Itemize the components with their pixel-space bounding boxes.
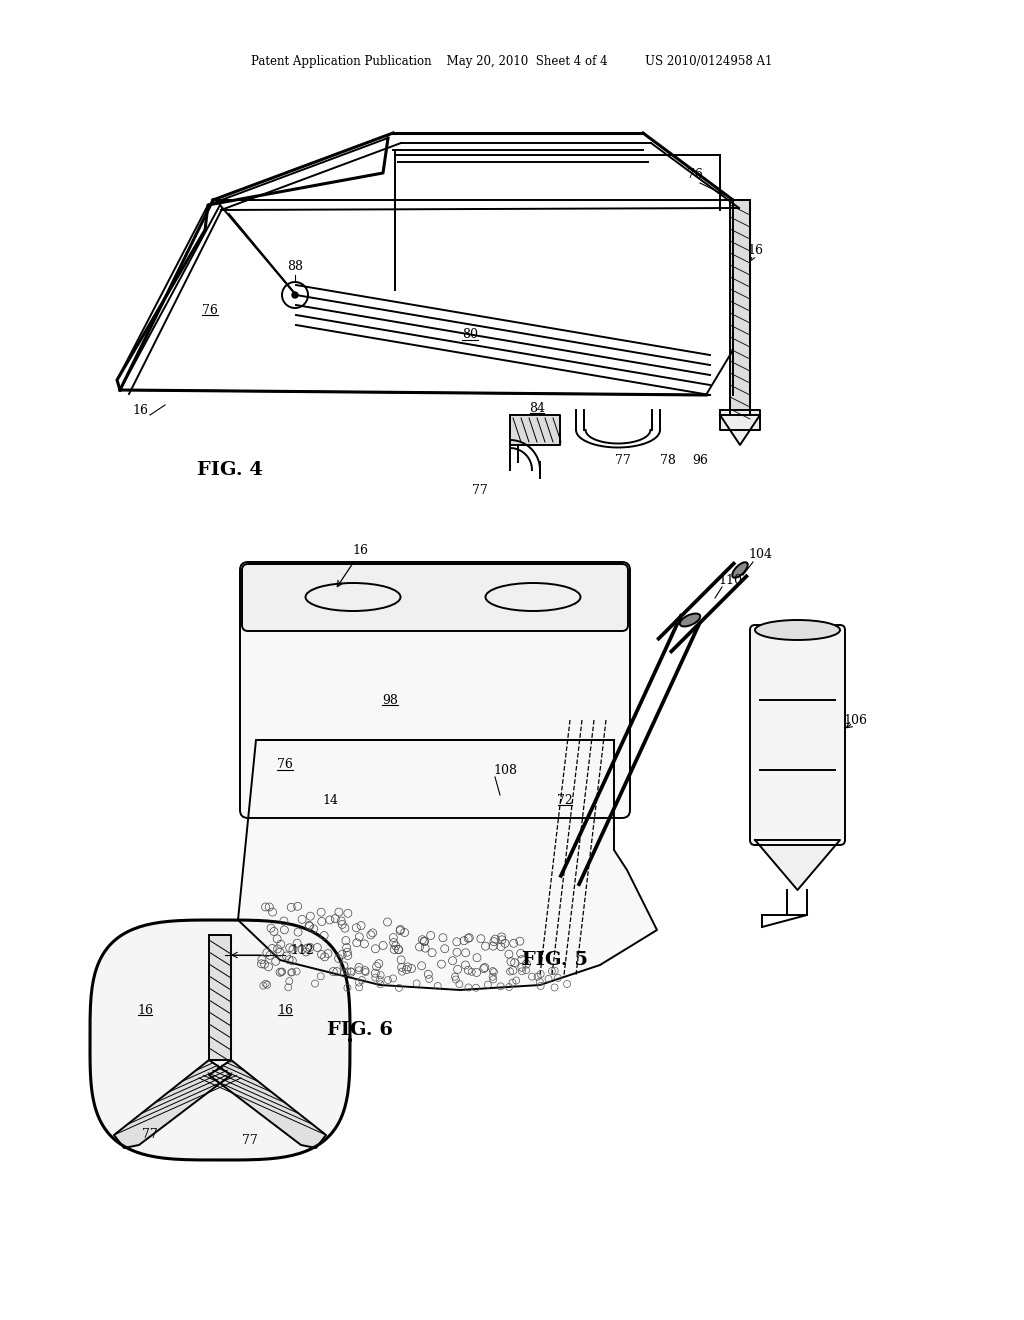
Text: 76: 76: [687, 169, 702, 181]
Text: 76: 76: [202, 304, 218, 317]
Polygon shape: [114, 1060, 231, 1148]
Text: 80: 80: [462, 329, 478, 342]
Text: 77: 77: [472, 483, 487, 496]
Polygon shape: [238, 741, 657, 990]
Circle shape: [292, 292, 298, 298]
Text: 16: 16: [746, 243, 763, 256]
Ellipse shape: [732, 562, 748, 578]
Text: FIG. 4: FIG. 4: [197, 461, 263, 479]
Polygon shape: [755, 840, 840, 890]
Ellipse shape: [680, 614, 700, 627]
Text: 76: 76: [278, 759, 293, 771]
Text: FIG. 6: FIG. 6: [327, 1020, 393, 1039]
Text: 77: 77: [615, 454, 631, 466]
Polygon shape: [209, 1060, 326, 1148]
FancyBboxPatch shape: [240, 562, 630, 818]
Text: 96: 96: [692, 454, 708, 466]
Text: 98: 98: [382, 693, 398, 706]
Text: 108: 108: [493, 763, 517, 776]
Text: 14: 14: [322, 793, 338, 807]
Polygon shape: [510, 414, 560, 445]
Text: 78: 78: [660, 454, 676, 466]
Text: 104: 104: [748, 549, 772, 561]
Polygon shape: [730, 201, 750, 414]
FancyBboxPatch shape: [750, 624, 845, 845]
Ellipse shape: [755, 620, 840, 640]
Text: 16: 16: [352, 544, 368, 557]
Text: 16: 16: [132, 404, 148, 417]
Text: 84: 84: [529, 401, 545, 414]
Polygon shape: [90, 920, 350, 1160]
Text: 106: 106: [843, 714, 867, 726]
Text: 72: 72: [557, 793, 572, 807]
Text: 77: 77: [142, 1129, 158, 1142]
Text: 110: 110: [718, 573, 742, 586]
Text: 77: 77: [242, 1134, 258, 1147]
Text: 88: 88: [287, 260, 303, 273]
Text: 16: 16: [278, 1003, 293, 1016]
Text: Patent Application Publication    May 20, 2010  Sheet 4 of 4          US 2010/01: Patent Application Publication May 20, 2…: [251, 55, 773, 69]
Text: 112: 112: [290, 944, 314, 957]
Polygon shape: [720, 414, 760, 445]
Text: FIG. 5: FIG. 5: [522, 950, 588, 969]
Polygon shape: [720, 411, 760, 430]
Text: 16: 16: [137, 1003, 153, 1016]
FancyBboxPatch shape: [242, 564, 628, 631]
Polygon shape: [209, 935, 231, 1060]
